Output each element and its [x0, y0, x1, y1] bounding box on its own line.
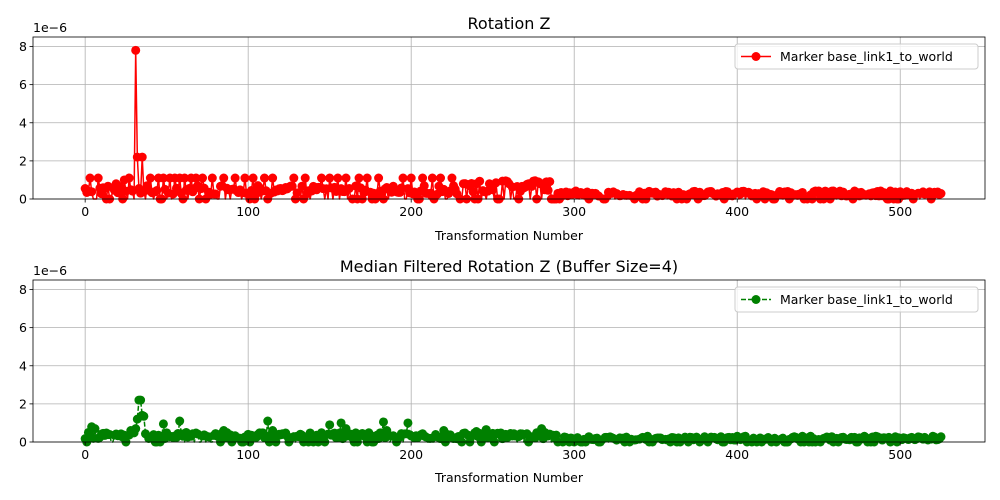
y-tick-label: 6: [19, 320, 27, 335]
y-tick-label: 8: [19, 282, 27, 297]
data-point: [124, 173, 134, 183]
y-tick-label: 4: [19, 358, 27, 373]
data-point: [936, 189, 946, 199]
data-point: [248, 173, 258, 183]
data-point: [354, 173, 364, 183]
data-point: [447, 173, 457, 183]
legend-marker: [751, 295, 761, 304]
data-point: [427, 173, 437, 183]
data-point: [240, 173, 250, 183]
x-tick-label: 200: [399, 204, 423, 219]
data-point: [396, 183, 406, 193]
x-tick-label: 300: [562, 447, 586, 462]
data-point: [131, 45, 141, 55]
legend-label: Marker base_link1_to_world: [780, 49, 953, 64]
y-tick-label: 2: [19, 153, 27, 168]
data-point: [403, 418, 413, 428]
data-point: [488, 185, 498, 195]
x-tick-label: 100: [236, 204, 260, 219]
data-point: [139, 411, 149, 421]
data-point: [287, 181, 297, 191]
data-point: [131, 424, 141, 434]
data-point: [936, 432, 946, 442]
data-point: [289, 173, 299, 183]
data-point: [158, 419, 168, 429]
data-point: [137, 152, 147, 162]
data-point: [297, 181, 307, 191]
data-point: [191, 173, 201, 183]
data-point: [158, 173, 168, 183]
data-point: [211, 189, 221, 199]
x-tick-label: 100: [236, 447, 260, 462]
data-point: [378, 417, 388, 427]
x-tick-label: 200: [399, 447, 423, 462]
legend: Marker base_link1_to_world: [734, 286, 979, 313]
legend: Marker base_link1_to_world: [734, 43, 979, 70]
y-tick-label: 0: [19, 435, 27, 450]
chart-title: Rotation Z: [468, 14, 551, 33]
data-point: [374, 173, 384, 183]
x-tick-label: 400: [725, 447, 749, 462]
data-point: [551, 430, 561, 440]
y-offset-label: 1e−6: [33, 20, 67, 35]
plot-frame: [32, 279, 986, 443]
data-point: [436, 173, 446, 183]
plot-frame: [32, 36, 986, 200]
data-point: [300, 173, 310, 183]
data-point: [317, 173, 327, 183]
x-tick-label: 400: [725, 204, 749, 219]
data-point: [333, 173, 343, 183]
data-point: [207, 173, 217, 183]
data-point: [468, 187, 478, 197]
plot-rotation-z: Rotation Z 1e−6 Transformation Number 0 1…: [19, 14, 986, 243]
data-point: [418, 173, 428, 183]
x-tick-label: 0: [81, 447, 89, 462]
data-point: [85, 173, 95, 183]
data-point: [145, 173, 155, 183]
data-point: [419, 181, 429, 191]
x-tick-label: 500: [888, 204, 912, 219]
y-tick-label: 6: [19, 77, 27, 92]
chart-title: Median Filtered Rotation Z (Buffer Size=…: [340, 257, 678, 276]
y-tick-label: 4: [19, 115, 27, 130]
data-point: [152, 185, 162, 195]
x-axis-label: Transformation Number: [434, 228, 584, 243]
y-tick-label: 0: [19, 192, 27, 207]
data-point: [93, 173, 103, 183]
legend-label: Marker base_link1_to_world: [780, 292, 953, 307]
data-point: [136, 395, 146, 405]
x-tick-label: 0: [81, 204, 89, 219]
plot-median-filtered-rotation-z: Median Filtered Rotation Z (Buffer Size=…: [19, 257, 986, 485]
data-point: [263, 416, 273, 426]
data-point: [198, 173, 208, 183]
data-point: [398, 173, 408, 183]
data-point: [230, 173, 240, 183]
data-point: [341, 173, 351, 183]
data-point: [325, 173, 335, 183]
y-tick-label: 8: [19, 39, 27, 54]
data-point: [325, 420, 335, 430]
x-tick-label: 500: [888, 447, 912, 462]
data-point: [175, 416, 185, 426]
data-point: [406, 173, 416, 183]
data-point: [543, 185, 553, 195]
y-tick-label: 2: [19, 396, 27, 411]
x-axis-label: Transformation Number: [434, 470, 584, 485]
data-point: [475, 176, 485, 186]
data-point: [545, 177, 555, 187]
data-point: [87, 187, 97, 197]
y-offset-label: 1e−6: [33, 263, 67, 278]
data-point: [90, 424, 100, 434]
data-point: [268, 173, 278, 183]
legend-marker: [751, 52, 761, 61]
data-point: [259, 173, 269, 183]
data-point: [362, 173, 372, 183]
data-point: [365, 430, 375, 440]
data-point: [219, 173, 229, 183]
x-tick-label: 300: [562, 204, 586, 219]
data-point: [292, 188, 302, 198]
data-point: [180, 173, 190, 183]
